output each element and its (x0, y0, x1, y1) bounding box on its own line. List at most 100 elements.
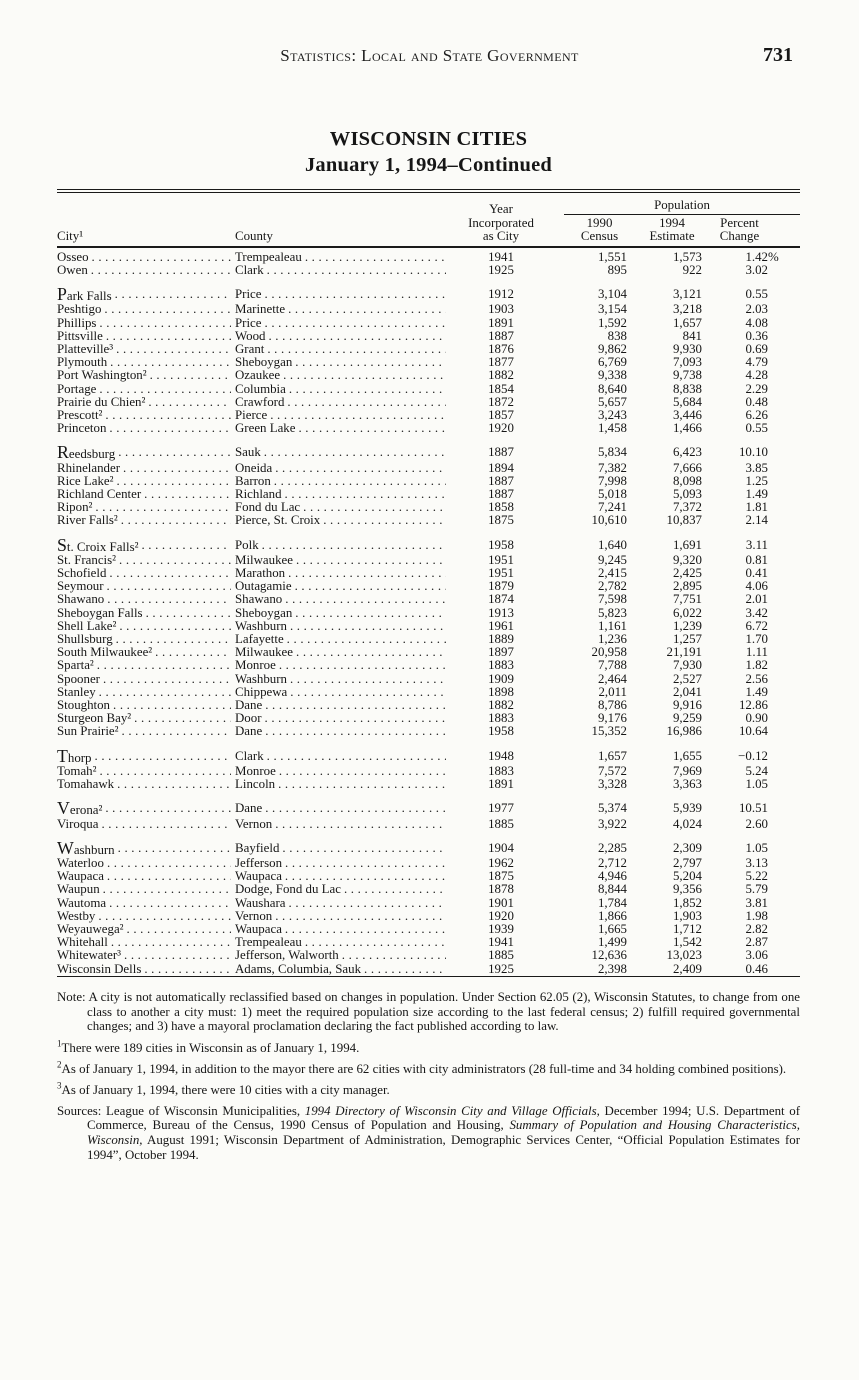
city-name: Stanley (57, 685, 96, 699)
table-row: Sturgeon Bay² Door 1883 9,176 9,259 0.90 (57, 712, 800, 725)
estimate-1994-cell: 922 (682, 262, 702, 277)
county-name: Ozaukee (235, 369, 281, 383)
estimate-1994-cell: 5,684 (672, 394, 702, 409)
city-name: Whitewater³ (57, 949, 121, 963)
census-1990-cell: 12,636 (591, 948, 627, 963)
county-name: Dane (235, 725, 263, 739)
year-incorporated-cell: 1883 (488, 658, 514, 673)
city-cell: River Falls² (57, 514, 235, 527)
census-1990-cell: 2,712 (597, 855, 627, 870)
city-name: Phillips (57, 316, 97, 330)
dot-leader (282, 842, 446, 857)
table-row: River Falls² Pierce, St. Croix 1875 10,610 1… (57, 514, 800, 527)
dot-leader (289, 383, 446, 396)
city-cell: Waterloo (57, 857, 235, 870)
dot-leader (290, 620, 446, 633)
footnote-2-text: As of January 1, 1994, in addition to th… (61, 1061, 787, 1076)
census-1990-cell: 1,640 (597, 537, 627, 552)
estimate-1994-cell: 8,838 (672, 381, 702, 396)
city-cell: Stanley (57, 686, 235, 699)
dot-leader (104, 303, 231, 316)
dot-leader (113, 699, 231, 712)
dot-leader (342, 949, 446, 962)
year-incorporated-cell: 1877 (488, 355, 514, 370)
percent-change-cell: 2.60 (745, 816, 768, 831)
estimate-1994-cell: 2,527 (672, 671, 702, 686)
city-name: Platteville³ (57, 343, 114, 356)
year-incorporated-cell: 1887 (488, 487, 514, 502)
estimate-1994-cell: 6,022 (672, 605, 702, 620)
year-incorporated-cell: 1872 (488, 394, 514, 409)
city-name: Richland Center (57, 488, 142, 502)
cities-table: City¹ County Year Incorporated as City P… (57, 189, 800, 977)
county-name: Outagamie (235, 580, 292, 594)
city-group: WashburnBayfield19042,2852,3091.05Waterl… (57, 841, 800, 976)
county-name: Clark (235, 749, 264, 763)
census-1990-cell: 1,458 (597, 421, 627, 436)
table-row: Rhinelander Oneida 1894 7,382 7,666 3.85 (57, 460, 800, 475)
percent-change-cell: 3.42 (745, 605, 768, 620)
city-name: Viroqua (57, 817, 99, 831)
city-name: Westby (57, 909, 96, 923)
city-cell: Pittsville (57, 330, 235, 343)
county-name: Barron (235, 474, 271, 488)
year-incorporated-cell: 1941 (488, 249, 514, 264)
city-cell: Princeton (57, 422, 235, 435)
dot-leader (295, 580, 446, 593)
year-incorporated-cell: 1875 (488, 869, 514, 884)
city-cell: Wisconsin Dells (57, 963, 235, 976)
city-cell: Schofield (57, 567, 235, 580)
city-cell: Plymouth (57, 356, 235, 369)
census-1990-cell: 8,786 (597, 698, 627, 713)
census-1990-cell: 7,241 (597, 500, 627, 515)
estimate-1994-cell: 1,852 (672, 895, 702, 910)
percent-change-cell: 4.28 (745, 368, 768, 383)
city-cell: Westby (57, 910, 235, 923)
city-cell: Sun Prairie² (57, 725, 235, 738)
table-row: Verona² Dane 1977 5,374 5,939 10.51 (57, 802, 800, 818)
percent-change-cell: 0.36 (745, 328, 768, 343)
county-name: Polk (235, 538, 259, 552)
city-name: Tomah² (57, 764, 97, 778)
county-name: Lafayette (235, 633, 284, 647)
year-incorporated-cell: 1951 (488, 566, 514, 581)
year-incorporated-cell: 1962 (488, 855, 514, 870)
estimate-1994-cell: 21,191 (666, 645, 702, 660)
table-row: Stanley Chippewa 1898 2,011 2,041 1.49 (57, 684, 800, 699)
county-name: Jefferson (235, 856, 283, 870)
city-cell: Park Falls (57, 288, 235, 303)
city-name: Spooner (57, 672, 100, 686)
estimate-1994-cell: 7,666 (672, 460, 702, 475)
table-row: St. Francis² Milwaukee 1951 9,245 9,320 0.81 (57, 553, 800, 567)
table-row: Tomahawk Lincoln 1891 3,328 3,363 1.05 (57, 777, 800, 791)
estimate-1994-cell: 2,041 (672, 684, 702, 699)
city-cell: Shullsburg (57, 633, 235, 646)
percent-change-cell: 6.72 (745, 618, 768, 633)
group-lead-cap: P (57, 288, 67, 304)
city-name: Princeton (57, 422, 107, 436)
dot-leader (265, 699, 446, 712)
city-cell: Spooner (57, 673, 235, 686)
source-title-italic: 1994 Directory of Wisconsin City and Vil… (304, 1103, 600, 1118)
percent-change-cell: 5.24 (745, 763, 768, 778)
dot-leader (275, 818, 446, 831)
dot-leader (95, 501, 231, 514)
table-row: Plymouth Sheboygan 1877 6,769 7,093 4.79 (57, 356, 800, 369)
percent-change-cell: 10.10 (738, 445, 768, 460)
dot-leader (103, 673, 231, 686)
census-1990-cell: 5,657 (597, 394, 627, 409)
estimate-1994-cell: 10,837 (666, 513, 702, 528)
table-row: South Milwaukee² Milwaukee 1897 20,958 21,19… (57, 646, 800, 659)
dot-leader (109, 567, 231, 580)
dot-leader (91, 264, 231, 277)
census-1990-cell: 1,866 (597, 908, 627, 923)
county-name: Marinette (235, 303, 286, 317)
city-name: Waupun (57, 883, 100, 897)
year-incorporated-cell: 1925 (488, 262, 514, 277)
header-1994-estimate: 1994 Estimate (649, 215, 695, 244)
percent-change-cell: 3.02 (745, 262, 768, 277)
dot-leader (111, 936, 231, 949)
table-top-rule (57, 189, 800, 193)
footnote-2-marker: 2 (57, 1059, 62, 1070)
footnote-1: 1There were 189 cities in Wisconsin as o… (57, 1039, 800, 1056)
